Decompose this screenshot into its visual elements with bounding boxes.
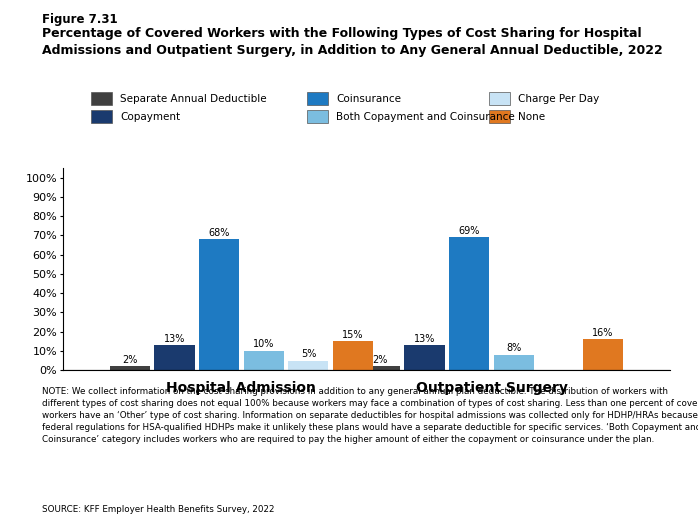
Text: 13%: 13%	[414, 333, 435, 343]
Text: 69%: 69%	[459, 226, 480, 236]
Text: Copayment: Copayment	[120, 111, 180, 122]
Bar	[288, 361, 329, 370]
Text: SOURCE: KFF Employer Health Benefits Survey, 2022: SOURCE: KFF Employer Health Benefits Sur…	[42, 506, 274, 514]
Bar	[333, 341, 373, 370]
Text: Both Copayment and Coinsurance: Both Copayment and Coinsurance	[336, 111, 515, 122]
Bar	[154, 345, 195, 370]
Bar	[404, 345, 445, 370]
Text: 2%: 2%	[372, 355, 387, 365]
Text: NOTE: We collect information on the cost-sharing provisions in addition to any g: NOTE: We collect information on the cost…	[42, 387, 698, 444]
Text: 8%: 8%	[506, 343, 521, 353]
Text: Coinsurance: Coinsurance	[336, 93, 401, 104]
Text: 68%: 68%	[209, 228, 230, 238]
Text: Charge Per Day: Charge Per Day	[518, 93, 599, 104]
Text: 16%: 16%	[593, 328, 614, 338]
Bar	[449, 237, 489, 370]
Bar	[359, 366, 400, 370]
Bar	[244, 351, 284, 370]
Bar	[110, 366, 150, 370]
Text: Percentage of Covered Workers with the Following Types of Cost Sharing for Hospi: Percentage of Covered Workers with the F…	[42, 27, 662, 57]
Text: 10%: 10%	[253, 339, 274, 349]
Text: None: None	[518, 111, 545, 122]
Bar	[583, 339, 623, 370]
Bar	[199, 239, 239, 370]
Text: 13%: 13%	[164, 333, 185, 343]
Text: Figure 7.31: Figure 7.31	[42, 13, 117, 26]
Text: Separate Annual Deductible: Separate Annual Deductible	[120, 93, 267, 104]
Text: 15%: 15%	[342, 330, 364, 340]
Text: 2%: 2%	[122, 355, 138, 365]
Text: 5%: 5%	[301, 349, 316, 359]
Bar	[493, 355, 534, 370]
